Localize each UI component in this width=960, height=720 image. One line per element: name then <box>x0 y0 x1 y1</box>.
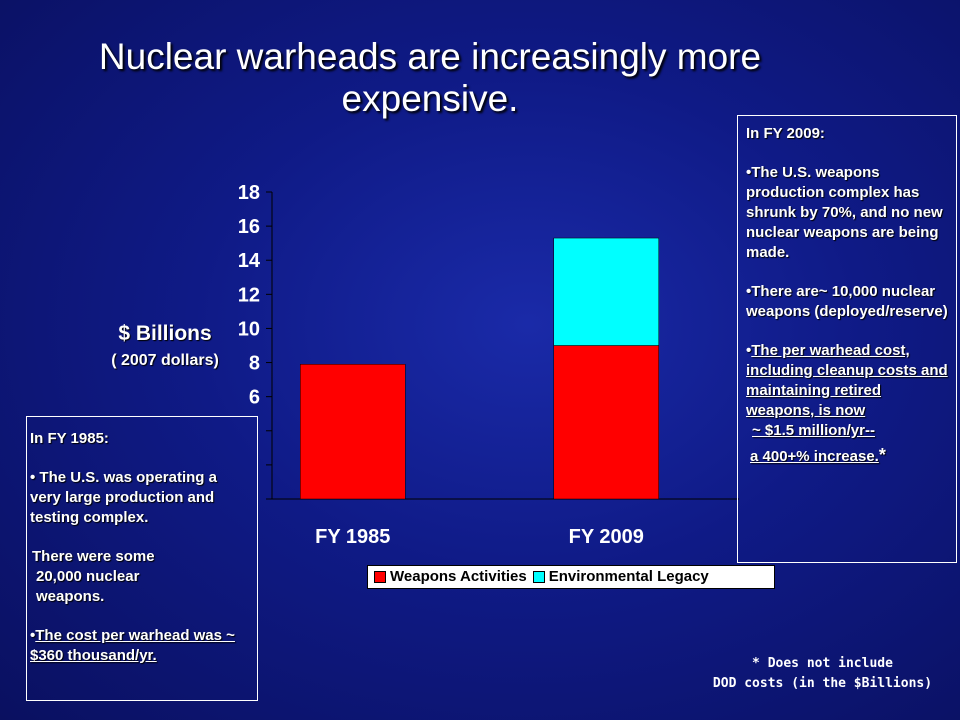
bar-weapons-0 <box>300 364 406 500</box>
fy2009-bullet-2-text: There are~ 10,000 nuclear weapons (deplo… <box>746 283 948 320</box>
y-tick-label: 8 <box>249 353 260 375</box>
fy1985-heading: In FY 1985: <box>30 430 109 447</box>
fy2009-bullet-1-text: The U.S. weapons production complex has … <box>746 164 943 261</box>
y-tick-label: 10 <box>238 318 260 340</box>
fy1985-bullet-2: •The cost per warhead was ~ $360 thousan… <box>30 627 235 664</box>
legend-label-legacy: Environmental Legacy <box>548 568 709 585</box>
fy2009-asterisk: * <box>878 445 886 465</box>
y-axis-label-line-2: ( 2007 dollars) <box>111 352 219 369</box>
fy2009-cost-line: ~ $1.5 million/yr-- <box>746 421 952 441</box>
footnote-line-1: * Does not include <box>752 656 893 671</box>
fy2009-bullet-3-text: The per warhead cost, including cleanup … <box>746 342 948 419</box>
title-line-1: Nuclear warheads are increasingly more <box>98 36 762 77</box>
fy1985-line-4: weapons. <box>36 588 105 605</box>
footnote-line-2: DOD costs (in the $Billions) <box>712 676 933 691</box>
bar-legacy-1 <box>553 237 659 346</box>
legend-swatch-weapons <box>374 571 386 583</box>
fy2009-increase-text: a 400+% increase. <box>750 448 879 465</box>
y-tick-label: 12 <box>238 284 260 306</box>
fy1985-line-3: 20,000 nuclear <box>36 568 140 585</box>
fy1985-bullet-1-text: The U.S. was operating a very large prod… <box>30 469 217 526</box>
fy2009-increase-line: a 400+% increase.* <box>746 445 952 467</box>
chart-legend: Weapons Activities Environmental Legacy <box>367 565 775 589</box>
legend-label-weapons: Weapons Activities <box>390 568 527 585</box>
y-tick-label: 14 <box>238 250 261 272</box>
slide-title: Nuclear warheads are increasingly more e… <box>20 36 840 120</box>
fy1985-info-box: In FY 1985: • The U.S. was operating a v… <box>26 416 258 701</box>
fy2009-cost-text: ~ $1.5 million/yr-- <box>752 422 875 439</box>
y-axis-label: $ Billions ( 2007 dollars) <box>95 320 235 374</box>
bar-weapons-1 <box>553 345 659 500</box>
fy2009-bullet-3: •The per warhead cost, including cleanup… <box>746 342 948 419</box>
fy1985-bullet-2-text: The cost per warhead was ~ $360 thousand… <box>30 627 235 664</box>
fy2009-heading: In FY 2009: <box>746 125 825 142</box>
fy2009-bullet-1: •The U.S. weapons production complex has… <box>746 164 943 261</box>
fy1985-bullet-1: • The U.S. was operating a very large pr… <box>30 469 217 526</box>
fy1985-line-2: There were some <box>32 548 155 565</box>
legend-swatch-legacy <box>532 571 545 583</box>
y-axis-label-line-1: $ Billions <box>118 322 212 345</box>
x-tick-label: FY 2009 <box>569 526 644 548</box>
y-tick-label: 6 <box>249 387 260 409</box>
fy2009-bullet-2: •There are~ 10,000 nuclear weapons (depl… <box>746 283 948 320</box>
y-tick-label: 16 <box>238 216 260 238</box>
fy2009-info-box: In FY 2009: •The U.S. weapons production… <box>737 115 957 563</box>
footnote: * Does not include DOD costs (in the $Bi… <box>690 654 955 694</box>
title-line-2: expensive. <box>341 78 519 119</box>
y-tick-label: 18 <box>238 182 260 204</box>
legend-item-weapons: Weapons Activities <box>374 566 527 588</box>
x-tick-label: FY 1985 <box>315 526 390 548</box>
legend-item-legacy: Environmental Legacy <box>532 566 709 588</box>
